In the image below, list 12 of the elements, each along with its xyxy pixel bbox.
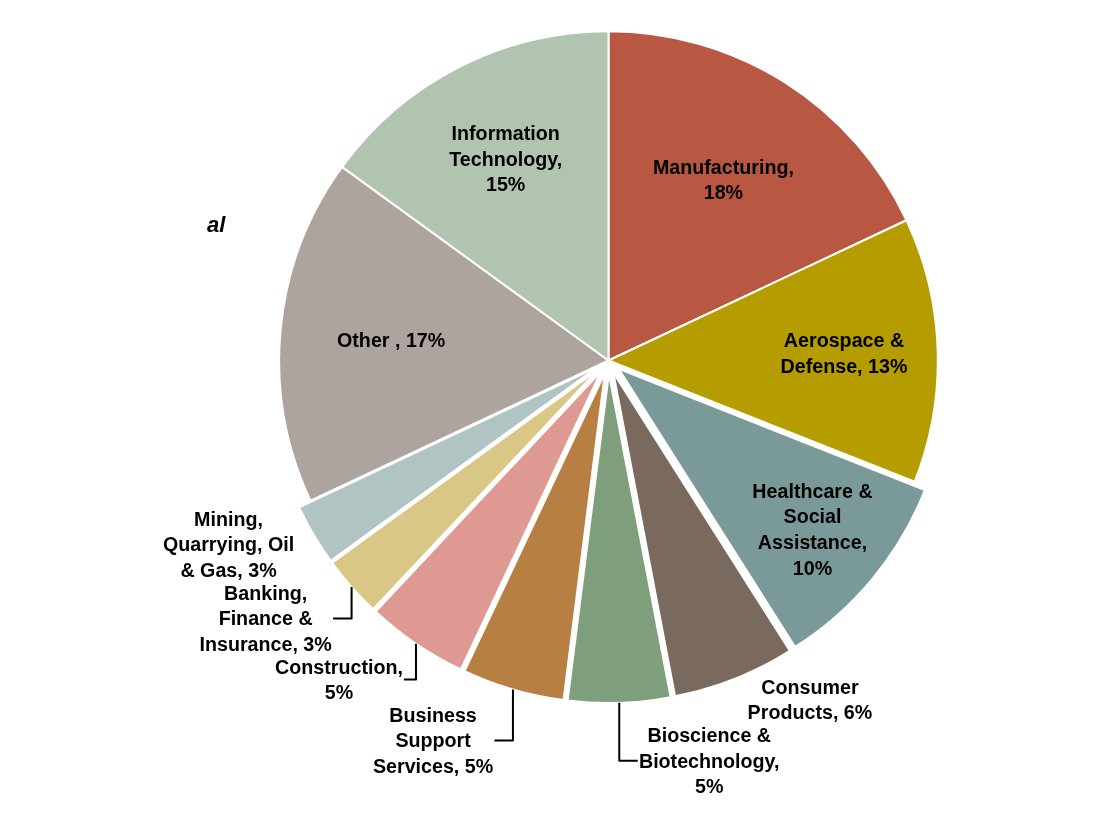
slice-label: Aerospace & Defense, 13%: [780, 329, 908, 377]
slice-label: Healthcare & Social Assistance, 10%: [752, 479, 873, 579]
slice-label: Manufacturing, 18%: [652, 155, 794, 204]
text: al: [207, 212, 227, 237]
slice-label: Bioscience & Biotechnology, 5%: [638, 723, 780, 798]
slice-label: Mining, Quarrying, Oil & Gas, 3%: [162, 507, 295, 581]
slice-label: Construction, 5%: [275, 655, 403, 704]
slice-label: Business Support Services, 5%: [372, 703, 494, 777]
slice-label: Information Technology, 15%: [449, 121, 563, 196]
slice-label: Consumer Products, 6%: [747, 675, 873, 724]
slice-label: Other , 17%: [337, 328, 446, 351]
slice-label: Banking, Finance & Insurance, 3%: [199, 581, 332, 655]
